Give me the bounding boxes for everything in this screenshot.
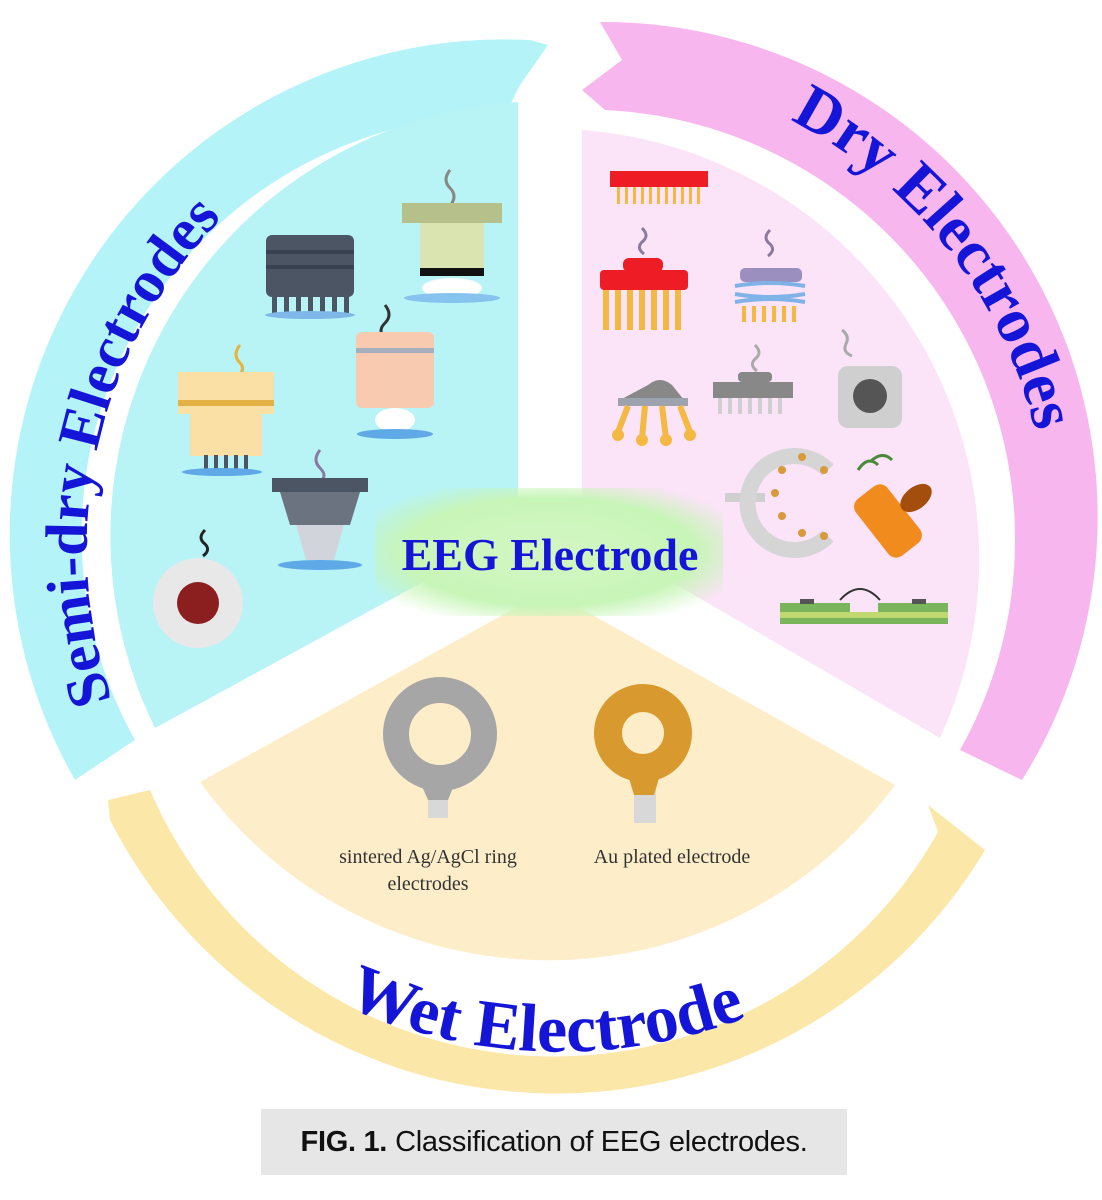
sintered-ring-label-line2: electrodes: [387, 873, 468, 895]
semi-dry-electrode-icons: [153, 169, 502, 648]
center-label: EEG Electrode: [402, 529, 699, 580]
caption-prefix: FIG. 1.: [300, 1125, 388, 1158]
electrode-classification-diagram: Semi-dry Electrodes Dry Electrodes Wet E…: [9, 21, 1098, 1094]
center-highlight: [375, 488, 723, 616]
red-bristle-electrode-icon: [600, 226, 688, 330]
semi-dry-arrow: [9, 39, 548, 781]
square-dot-electrode-icon: [838, 328, 902, 428]
round-button-electrode-icon: [153, 528, 243, 648]
caption-text: Classification of EEG electrodes.: [395, 1125, 808, 1158]
dark-comb-electrode-icon: [265, 235, 355, 319]
au-plated-electrode-icon: [594, 684, 692, 823]
peach-electrode-icon: [356, 304, 434, 439]
dry-arrow: [582, 21, 1098, 780]
figure-caption: FIG. 1. Classification of EEG electrodes…: [261, 1109, 847, 1175]
c-shaped-electrode-icon: [725, 448, 834, 558]
wet-electrode-icons: [383, 677, 692, 823]
dry-electrode-icons: [600, 171, 948, 624]
grey-bowl-electrode-icon: [272, 449, 368, 570]
sintered-ring-electrode-icon: [383, 677, 497, 818]
wet-sector: [200, 590, 895, 961]
grey-comb-electrode-icon: [713, 343, 793, 414]
sintered-ring-label-line1: sintered Ag/AgCl ring: [339, 846, 517, 868]
spider-leg-electrode-icon: [612, 380, 696, 446]
red-flat-comb-icon: [610, 171, 708, 204]
au-plated-label: Au plated electrode: [594, 846, 751, 868]
yellow-pin-electrode-icon: [178, 344, 274, 476]
flexible-film-electrode-icon: [780, 588, 948, 624]
orange-cylinder-electrode-icon: [854, 454, 932, 558]
coiled-spring-electrode-icon: [734, 228, 806, 322]
wet-arrow: [108, 790, 985, 1094]
olive-cap-electrode-icon: [402, 169, 502, 303]
